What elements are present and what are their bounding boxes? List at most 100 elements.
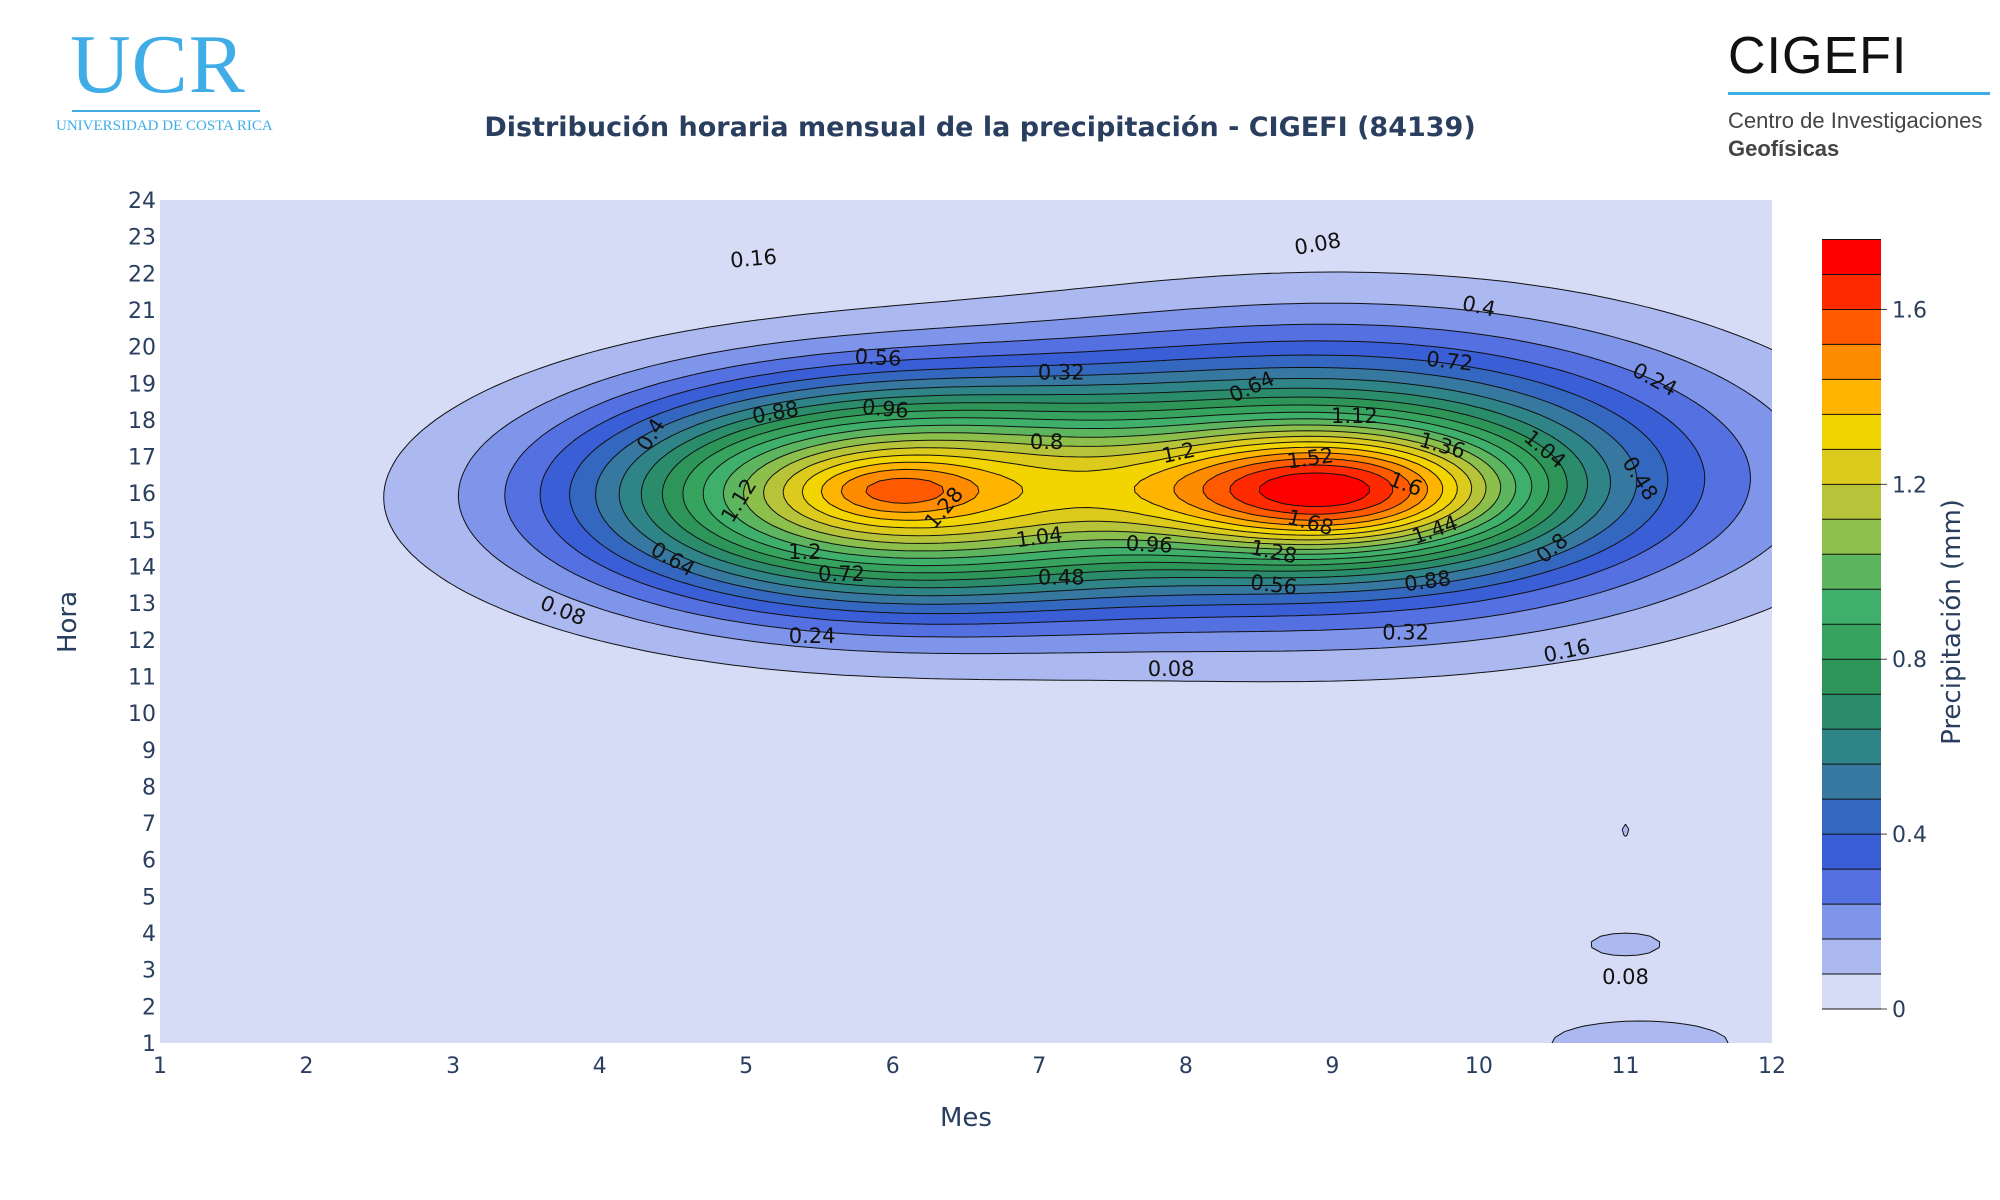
y-tick-label: 11	[128, 665, 156, 690]
contour-line	[661, 396, 1568, 581]
y-tick-label: 5	[142, 885, 156, 910]
contour-line	[457, 302, 1772, 655]
y-tick-label: 16	[128, 482, 156, 507]
contour-label: 0.08	[1602, 965, 1649, 989]
colorbar-band	[1822, 624, 1881, 660]
x-tick-label: 1	[153, 1054, 167, 1079]
y-tick-label: 18	[128, 409, 156, 434]
contour-label: 0.56	[854, 344, 902, 370]
x-tick-label: 10	[1465, 1054, 1493, 1079]
y-tick-label: 9	[142, 739, 156, 764]
y-axis-label: Hora	[53, 591, 83, 653]
y-tick-label: 3	[142, 959, 156, 984]
y-tick-label: 7	[142, 812, 156, 837]
contour-label: 0.72	[818, 562, 865, 586]
colorbar-band	[1822, 344, 1881, 380]
colorbar-tick-label: 0.8	[1892, 648, 1927, 673]
contour-line	[702, 411, 1533, 567]
colorbar-band	[1822, 309, 1881, 345]
colorbar-title: Precipitación (mm)	[1937, 499, 1967, 745]
colorbar-band	[1822, 904, 1881, 940]
y-tick-label: 4	[142, 922, 156, 947]
colorbar-band	[1822, 834, 1881, 870]
colorbar-band	[1822, 589, 1881, 625]
contour-line	[820, 446, 1444, 531]
y-tick-label: 10	[128, 702, 156, 727]
chart-title: Distribución horaria mensual de la preci…	[484, 112, 1476, 143]
contour-label: 0.48	[1038, 566, 1085, 590]
y-tick-label: 8	[142, 775, 156, 800]
contour-label: 0.96	[1125, 531, 1173, 557]
x-tick-label: 11	[1611, 1054, 1639, 1079]
x-tick-label: 3	[446, 1054, 460, 1079]
colorbar-band	[1822, 799, 1881, 835]
y-tick-label: 17	[128, 446, 156, 471]
cigefi-logo-rule	[1728, 92, 1990, 95]
x-tick-label: 4	[593, 1054, 607, 1079]
x-axis-ticks: 1 2 3 4 5 6 7 8 9 10 11 12	[153, 1054, 1786, 1079]
colorbar-band	[1822, 764, 1881, 800]
contour-line	[1258, 472, 1370, 508]
cigefi-subtitle-line1: Centro de Investigaciones	[1728, 108, 1983, 133]
contour-line	[569, 354, 1669, 615]
colorbar-tick-label: 1.6	[1892, 298, 1927, 323]
cigefi-logo: CIGEFI Centro de Investigaciones Geofísi…	[1728, 26, 1990, 166]
y-tick-label: 24	[128, 189, 156, 214]
contour-label: 0.8	[1030, 430, 1063, 454]
contour-line	[801, 441, 1458, 536]
x-tick-label: 6	[886, 1054, 900, 1079]
contour-label: 0.56	[1249, 570, 1298, 600]
colorbar-band	[1822, 379, 1881, 415]
contour-line	[1229, 464, 1394, 515]
x-tick-label: 8	[1179, 1054, 1193, 1079]
contour-line	[682, 404, 1550, 574]
colorbar-band	[1822, 274, 1881, 310]
y-tick-label: 19	[128, 372, 156, 397]
colorbar-band	[1822, 449, 1881, 485]
contour-label: 0.24	[789, 624, 836, 648]
contour-line	[763, 430, 1487, 546]
y-tick-label: 22	[128, 262, 156, 287]
contour-label: 0.32	[1038, 360, 1085, 384]
x-tick-label: 7	[1032, 1054, 1046, 1079]
contour-line	[618, 378, 1611, 597]
y-tick-label: 6	[142, 849, 156, 874]
colorbar-band	[1822, 659, 1881, 695]
cigefi-logo-text: CIGEFI	[1728, 27, 1908, 85]
colorbar-band	[1822, 484, 1881, 520]
colorbar-band	[1822, 939, 1881, 975]
contour-fills	[383, 271, 1772, 1043]
ucr-logo-rule	[72, 110, 260, 112]
ucr-logo: UCR UNIVERSIDAD DE COSTA RICA	[56, 18, 273, 142]
colorbar-band	[1822, 519, 1881, 555]
x-axis-label: Mes	[940, 1103, 992, 1133]
contour-line	[504, 323, 1751, 638]
y-tick-label: 21	[128, 299, 156, 324]
colorbar-band	[1822, 554, 1881, 590]
contour-label: 0.72	[1425, 347, 1474, 376]
contour-line	[640, 387, 1588, 589]
x-tick-label: 5	[739, 1054, 753, 1079]
contour-line	[840, 452, 1428, 526]
x-tick-label: 9	[1325, 1054, 1339, 1079]
colorbar-tick-label: 0.4	[1892, 823, 1927, 848]
colorbar-tick-label: 1.2	[1892, 473, 1927, 498]
chart-title-wrap: Distribución horaria mensual de la preci…	[0, 112, 2000, 143]
contour-line	[743, 424, 1502, 552]
y-tick-label: 20	[128, 336, 156, 361]
contour-label: 0.32	[1382, 620, 1429, 644]
contour-label: 1.2	[788, 540, 821, 564]
colorbar-band	[1822, 869, 1881, 905]
contour-label: 0.96	[861, 395, 910, 423]
contour-line	[865, 458, 1412, 521]
contour-line	[383, 271, 1772, 1043]
y-tick-label: 1	[142, 1032, 156, 1057]
cigefi-subtitle-line2: Geofísicas	[1728, 136, 1840, 161]
contour-line	[595, 366, 1638, 605]
colorbar-tick-label: 0	[1892, 998, 1906, 1023]
contour-label: 0.16	[729, 245, 778, 273]
colorbar-band	[1822, 414, 1881, 450]
ucr-logo-text: UCR	[70, 18, 246, 111]
